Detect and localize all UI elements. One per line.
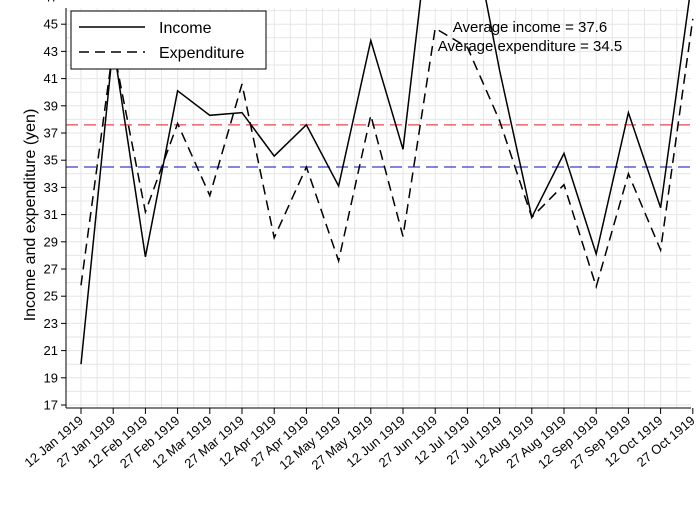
y-tick-label: 27	[44, 262, 58, 277]
legend-income-label: Income	[159, 20, 212, 37]
grid	[66, 8, 691, 408]
series-income-line	[80, 0, 690, 365]
y-tick-label: 41	[44, 71, 58, 86]
y-tick-label: 31	[44, 207, 58, 222]
y-tick-label: 29	[44, 234, 58, 249]
y-tick-label: 17	[44, 398, 58, 413]
y-tick-label: 19	[44, 370, 58, 385]
axes	[65, 8, 691, 409]
legend-box	[70, 10, 267, 70]
y-tick-label: 25	[44, 289, 58, 304]
y-axis-title: Income and expenditure (yen)	[22, 109, 39, 322]
y-tick-label: 43	[44, 44, 58, 59]
y-tick-label: 47	[44, 0, 58, 5]
average-income-annotation: Average income = 37.6	[453, 19, 607, 36]
y-tick-label: 21	[44, 343, 58, 358]
y-tick-label: 39	[44, 98, 58, 113]
y-ticks: 1719212325272931333537394143454749515355…	[44, 0, 66, 413]
reference-lines	[66, 124, 691, 168]
y-tick-label: 45	[44, 17, 58, 32]
y-tick-label: 37	[44, 126, 58, 141]
average-expenditure-annotation: Average expenditure = 34.5	[438, 38, 622, 55]
y-tick-label: 23	[44, 316, 58, 331]
legend-expenditure-label: Expenditure	[159, 45, 244, 62]
y-tick-label: 33	[44, 180, 58, 195]
series-expenditure-line	[80, 18, 694, 290]
y-tick-label: 35	[44, 153, 58, 168]
legend: Income Expenditure	[70, 10, 267, 70]
series-lines	[80, 0, 694, 365]
